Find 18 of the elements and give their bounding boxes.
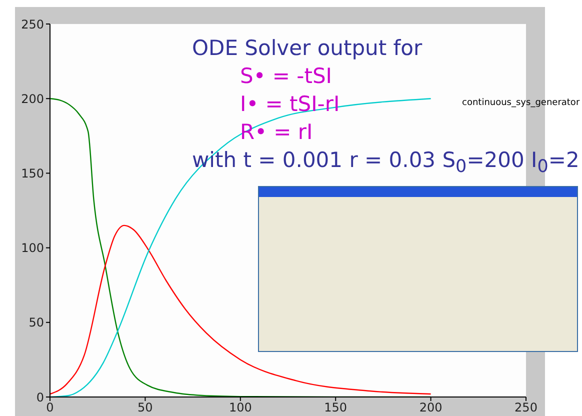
y-tick-label: 100 (21, 241, 44, 256)
annotation: continuous_sys_generator (462, 98, 580, 108)
annotation: S• = -tSI (240, 64, 332, 88)
x-tick-label: 100 (228, 400, 252, 415)
x-tick-label: 50 (138, 400, 153, 415)
y-tick-label: 150 (21, 166, 44, 180)
line-series (50, 224, 432, 395)
y-tick-label: 250 (21, 17, 44, 32)
x-tick-label: 0 (46, 400, 54, 415)
y-tick-label: 200 (21, 92, 44, 106)
annotation: I• = tSI-rI (240, 92, 340, 116)
annotation: ODE Solver output for (192, 36, 422, 60)
x-tick-label: 150 (324, 400, 348, 415)
x-tick-label: 200 (419, 400, 442, 415)
x-tick-label: 250 (514, 400, 538, 415)
y-tick-label: 0 (36, 390, 44, 404)
y-tick-label: 50 (28, 316, 44, 330)
annotation: R• = rI (240, 120, 313, 144)
